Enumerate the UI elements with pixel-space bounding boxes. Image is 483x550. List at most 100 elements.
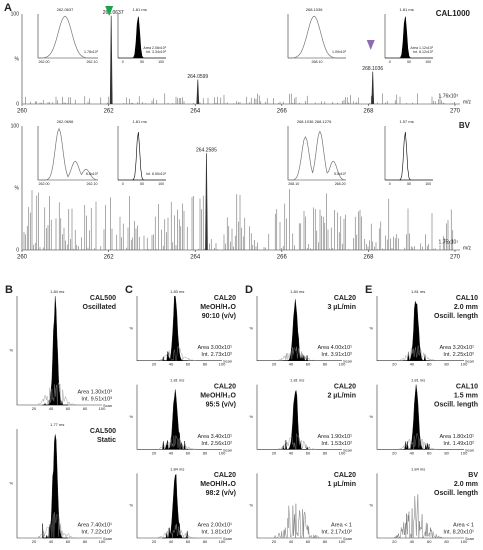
x-tick-label: 60 xyxy=(306,539,311,544)
x-tick-label: 40 xyxy=(410,362,415,367)
condition-label: 3 µL/min xyxy=(327,304,356,311)
condition-label: CAL500 xyxy=(90,428,116,435)
x-tick-label: 20 xyxy=(272,539,277,544)
x-tick-label: 60 xyxy=(186,362,191,367)
inset-tick: 50 xyxy=(140,182,144,186)
x-tick-label: 262 xyxy=(104,255,115,261)
inset-label: 1.81 ms xyxy=(132,119,146,124)
axis-line xyxy=(21,126,460,251)
peak-label: 264.2585 xyxy=(196,148,217,154)
inset-tick: 50 xyxy=(407,182,411,186)
y-axis-label: 100 xyxy=(11,11,20,17)
condition-label: 1 µL/min xyxy=(327,481,356,488)
y-axis-label: % xyxy=(249,503,253,508)
peak-stat: Int. 7.22x10² xyxy=(81,529,112,535)
x-tick-label: 20 xyxy=(272,450,277,455)
inset-profile xyxy=(288,130,347,181)
inset-tick: 262.00 xyxy=(39,60,50,64)
x-tick-label: 40 xyxy=(289,450,294,455)
inset-tick: 262.00 xyxy=(39,182,50,186)
inset-tick: 0 xyxy=(122,60,124,64)
condition-label: CAL20 xyxy=(214,295,236,302)
inset-label: 262.0696 xyxy=(57,119,74,124)
x-tick-label: 80 xyxy=(323,450,328,455)
x-axis-unit: Scan xyxy=(223,536,232,541)
apex-label: 1.81 ms xyxy=(170,378,184,383)
inset-tick: 100 xyxy=(425,60,431,64)
x-tick-label: 40 xyxy=(289,362,294,367)
inset-label: 268.1036 xyxy=(306,7,323,12)
x-tick-label: 40 xyxy=(49,539,54,544)
apex-label: 1.84 ms xyxy=(50,289,64,294)
chromatogram-noise xyxy=(38,382,77,406)
x-tick-label: 40 xyxy=(169,450,174,455)
chromatogram-noise xyxy=(158,523,197,539)
inset-label: 1.81 ms xyxy=(399,7,413,12)
condition-label: 90:10 (v/v) xyxy=(202,313,236,320)
x-tick-label: 100 xyxy=(339,539,346,544)
inset-tick: 100 xyxy=(425,182,431,186)
peak-stat: Int. 3.91x10² xyxy=(321,352,352,358)
condition-label: 98:2 (v/v) xyxy=(206,490,236,497)
inset-tick: 50 xyxy=(407,60,411,64)
peak-marker xyxy=(366,40,375,50)
x-tick-label: 40 xyxy=(169,539,174,544)
apex-label: 1.84 ms xyxy=(170,466,184,471)
x-tick-label: 20 xyxy=(272,362,277,367)
condition-label: 1.5 mm xyxy=(454,393,478,400)
x-axis-unit: Scan xyxy=(465,536,474,541)
axis-line xyxy=(256,473,342,539)
inset-label: 262.0637 xyxy=(57,7,74,12)
y-axis-label: % xyxy=(129,325,133,330)
x-tick-label: 40 xyxy=(289,539,294,544)
y-axis-label: % xyxy=(369,414,373,419)
x-tick-label: 80 xyxy=(203,450,208,455)
peak-stat: Int. 2.73x10² xyxy=(201,352,232,358)
inset-peak xyxy=(385,131,433,181)
inset-axis xyxy=(384,126,433,181)
peak-stat: Int. 9.51x10³ xyxy=(81,396,112,402)
x-tick-label: 100 xyxy=(339,362,346,367)
inset-label: 268.1036 268.1276 xyxy=(297,119,332,124)
x-tick-label: 60 xyxy=(186,450,191,455)
peak-stat: Area 2.00x10¹ xyxy=(197,522,232,528)
x-tick-label: 270 xyxy=(450,109,461,115)
inset-tick: 268.10 xyxy=(312,60,323,64)
inset-tick: 0 xyxy=(389,60,391,64)
x-axis-unit: Scan xyxy=(223,447,232,452)
condition-label: CAL10 xyxy=(456,295,478,302)
chromatogram-peak xyxy=(162,473,189,539)
peak-stat: Int. 2.25x10² xyxy=(443,352,474,358)
x-tick-label: 270 xyxy=(450,255,461,261)
x-tick-label: 100 xyxy=(219,362,226,367)
x-tick-label: 80 xyxy=(444,362,449,367)
axis-line xyxy=(256,384,342,450)
inset-profile xyxy=(288,15,346,59)
axis-line xyxy=(16,296,102,406)
condition-label: 2.0 mm xyxy=(454,481,478,488)
x-axis-unit: Scan xyxy=(103,536,112,541)
y-axis-label: % xyxy=(9,481,13,486)
condition-label: CAL20 xyxy=(214,472,236,479)
spectrum-noise xyxy=(25,93,455,104)
y-axis-label: % xyxy=(369,325,373,330)
panel-label: E xyxy=(365,284,372,296)
condition-label: CAL20 xyxy=(334,295,356,302)
x-tick-label: 100 xyxy=(461,539,468,544)
inset-tick: 0 xyxy=(122,182,124,186)
y-axis-label: % xyxy=(15,185,20,191)
apex-label: 1.81 ms xyxy=(411,289,425,294)
apex-label: 1.83 ms xyxy=(170,289,184,294)
x-tick-label: 80 xyxy=(83,539,88,544)
inset-profile xyxy=(38,127,99,181)
condition-label: Oscill. length xyxy=(434,313,478,320)
chromatogram-noise xyxy=(38,512,77,539)
peak-stat: Int. 1.81x10² xyxy=(201,529,232,535)
peak-stat: Area < 1 xyxy=(331,522,352,528)
y-axis-label: % xyxy=(369,503,373,508)
x-tick-label: 100 xyxy=(99,539,106,544)
inset-tick: 262.10 xyxy=(87,60,98,64)
condition-label: BV xyxy=(468,472,478,479)
x-tick-label: 60 xyxy=(186,539,191,544)
